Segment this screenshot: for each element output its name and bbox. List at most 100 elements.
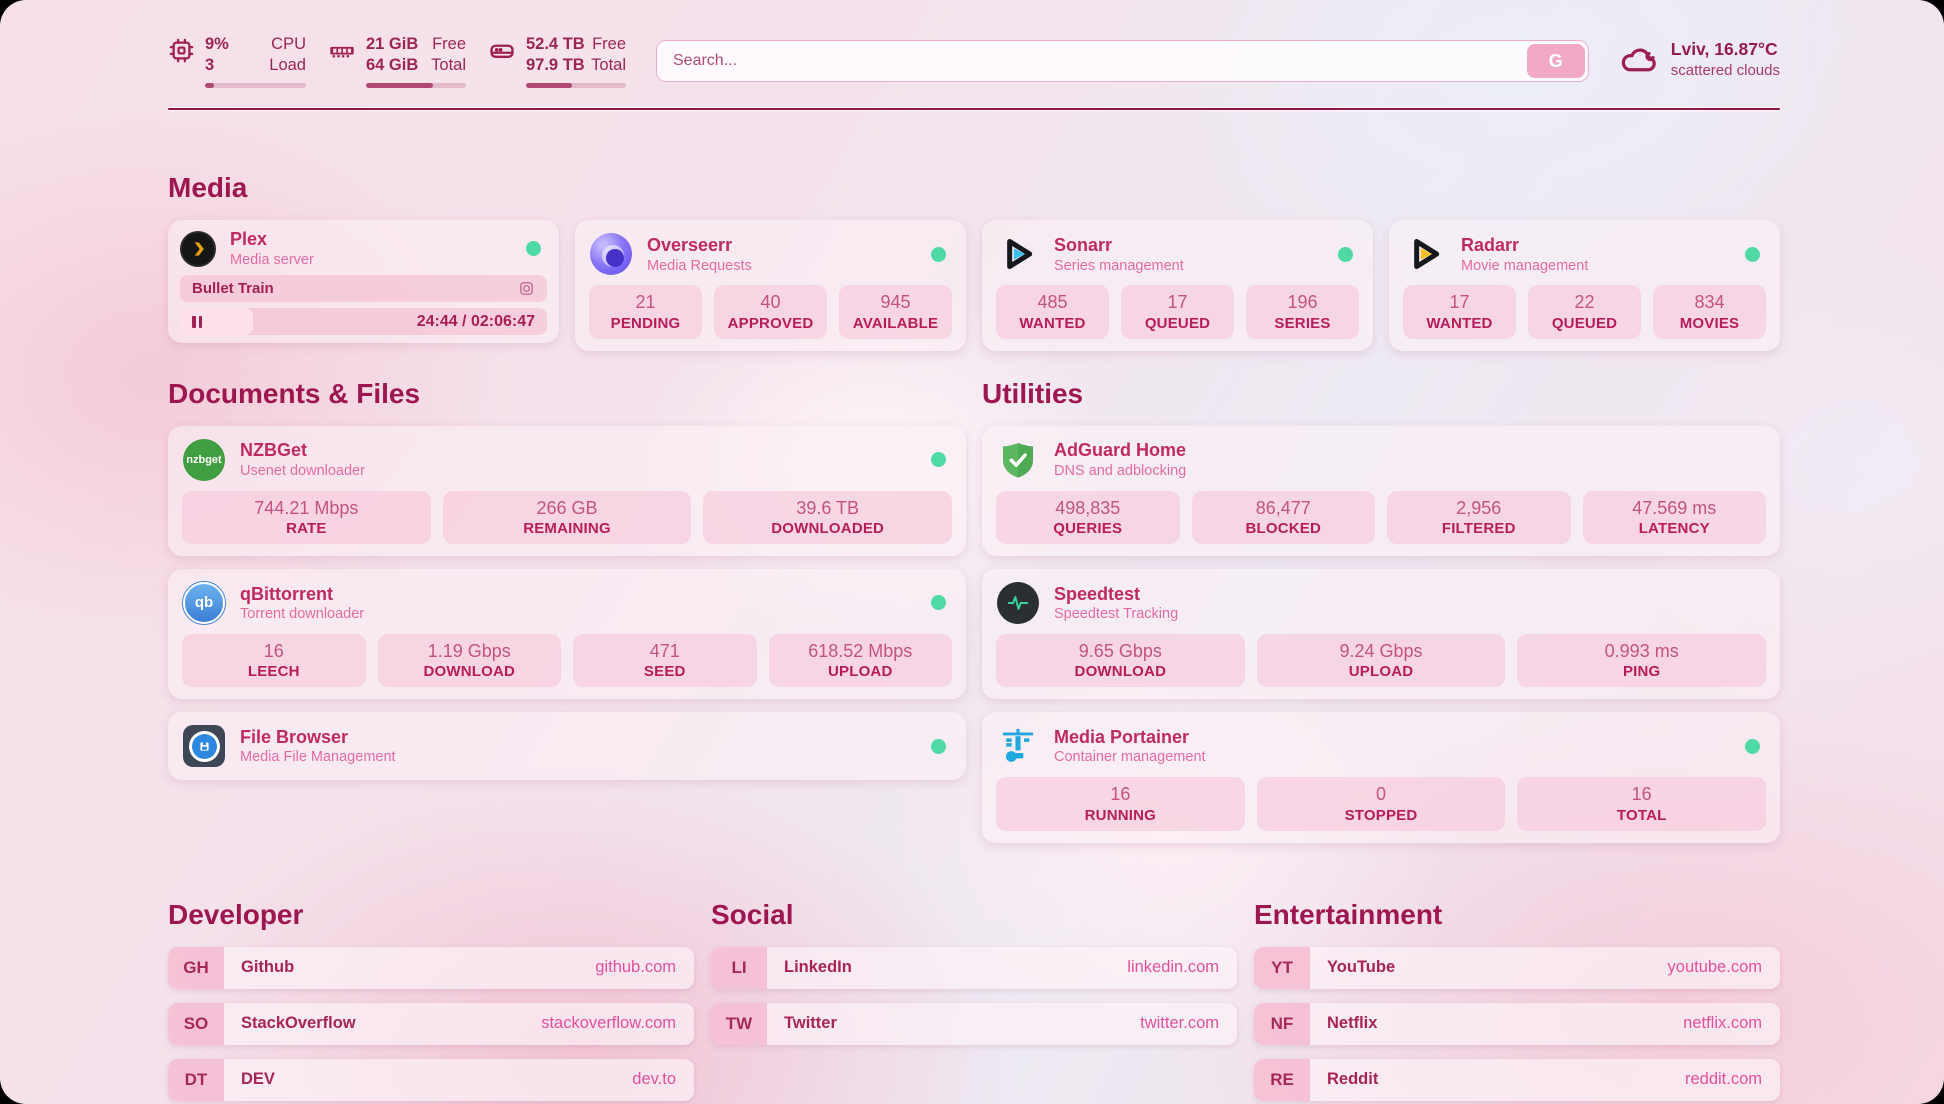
app-name: Plex (230, 229, 268, 250)
cpu-label-top: CPU (271, 35, 306, 53)
stat-tile: 17 QUEUED (1121, 285, 1234, 339)
link-stackoverflow[interactable]: SO StackOverflow stackoverflow.com (168, 1002, 694, 1045)
link-linkedin[interactable]: LI LinkedIn linkedin.com (711, 946, 1237, 989)
app-card-plex[interactable]: Plex Media server Bullet Train 24:44 / 0… (168, 220, 559, 343)
app-card-overseerr[interactable]: Overseerr Media Requests 21 PENDING 40 APP… (575, 220, 966, 351)
app-description: Torrent downloader (240, 606, 365, 623)
app-name: Media Portainer (1054, 726, 1190, 747)
stat-tile: 196 SERIES (1246, 285, 1359, 339)
link-twitter[interactable]: TW Twitter twitter.com (711, 1002, 1237, 1045)
app-card-qbittorrent[interactable]: qb qBittorrent Torrent downloader 16 LEEC… (168, 568, 966, 700)
link-youtube[interactable]: YT YouTube youtube.com (1254, 946, 1780, 989)
disk-label-top: Free (592, 35, 626, 53)
link-abbr-badge: YT (1254, 946, 1310, 989)
status-online-dot (931, 452, 946, 468)
app-name: Sonarr (1054, 235, 1113, 256)
header-divider (168, 107, 1780, 111)
disk-label-bottom: Total (591, 56, 626, 75)
media-type-icon (520, 282, 533, 295)
memory-stat: 21 GiB 64 GiB Free Total (328, 34, 466, 88)
now-playing-bar: Bullet Train (180, 275, 547, 302)
memory-label-top: Free (432, 35, 466, 53)
stat-tile: 17 WANTED (1403, 285, 1516, 339)
stat-tile: 47.569 ms LATENCY (1582, 490, 1766, 544)
playback-progress-bar: 24:44 / 02:06:47 (180, 308, 547, 335)
disk-total-value: 97.9 TB (526, 56, 585, 75)
stat-tile: 86,477 BLOCKED (1191, 490, 1375, 544)
app-name: AdGuard Home (1054, 440, 1187, 461)
app-name: File Browser (240, 726, 349, 747)
app-description: Media Requests (647, 257, 752, 274)
radarr-logo-icon (1403, 232, 1447, 276)
stat-tile: 16 RUNNING (996, 777, 1245, 831)
weather-condition: scattered clouds (1670, 61, 1780, 79)
link-abbr-badge: LI (711, 946, 767, 989)
memory-free-value: 21 GiB (366, 35, 419, 53)
app-card-adguard[interactable]: AdGuard Home DNS and adblocking 498,835 Q… (982, 425, 1780, 556)
section-heading-social: Social (711, 898, 794, 930)
link-abbr-badge: TW (711, 1002, 767, 1045)
app-description: Container management (1054, 749, 1206, 766)
app-card-radarr[interactable]: Radarr Movie management 17 WANTED 22 QUEUE… (1389, 220, 1780, 351)
app-name: Overseerr (647, 235, 733, 256)
stat-tile: 40 APPROVED (714, 285, 827, 339)
weather-location-temp: Lviv, 16.87°C (1670, 39, 1778, 59)
disk-progress-bar (526, 82, 626, 88)
stat-tile: 266 GB REMAINING (442, 490, 692, 544)
memory-total-value: 64 GiB (366, 56, 419, 75)
search-engine-button[interactable]: G (1526, 44, 1585, 78)
app-name: Radarr (1461, 235, 1520, 256)
app-name: qBittorrent (240, 583, 333, 604)
status-online-dot (931, 738, 946, 754)
status-online-dot (1745, 246, 1760, 262)
app-card-sonarr[interactable]: Sonarr Series management 485 WANTED 17 QUE… (982, 220, 1373, 351)
link-abbr-badge: DT (168, 1058, 224, 1101)
cpu-usage-value: 9% (205, 35, 229, 53)
stat-tile: 471 SEED (573, 633, 757, 688)
link-netflix[interactable]: NF Netflix netflix.com (1254, 1002, 1780, 1045)
weather-widget: Lviv, 16.87°C scattered clouds (1619, 38, 1780, 80)
section-heading-media: Media (168, 172, 248, 204)
stat-tile: 945 AVAILABLE (839, 285, 952, 339)
nzbget-logo-icon: nzbget (183, 438, 225, 481)
stat-tile: 834 MOVIES (1653, 285, 1766, 339)
adguard-logo-icon (996, 438, 1040, 482)
status-online-dot (931, 595, 946, 611)
link-abbr-badge: NF (1254, 1002, 1310, 1045)
stat-tile: 485 WANTED (996, 285, 1109, 339)
cpu-cores-value: 3 (205, 56, 215, 75)
app-card-nzbget[interactable]: nzbget NZBGet Usenet downloader 744.21 M… (168, 425, 966, 556)
disk-stat: 52.4 TB 97.9 TB Free Total (488, 34, 626, 88)
disk-free-value: 52.4 TB (526, 35, 585, 53)
search-input[interactable] (656, 40, 1589, 82)
stat-tile: 498,835 QUERIES (996, 490, 1180, 544)
link-abbr-badge: GH (168, 946, 224, 989)
qbittorrent-logo-icon: qb (183, 581, 225, 624)
top-header: 9% 3 CPU Load (168, 34, 1780, 88)
app-name: Speedtest (1054, 583, 1141, 604)
app-description: Series management (1054, 257, 1184, 274)
app-card-portainer[interactable]: Media Portainer Container management 16 R… (982, 712, 1780, 843)
link-dev[interactable]: DT DEV dev.to (168, 1058, 694, 1101)
cpu-stat: 9% 3 CPU Load (168, 34, 306, 88)
app-description: Speedtest Tracking (1054, 606, 1179, 623)
stat-tile: 618.52 Mbps UPLOAD (768, 633, 952, 688)
link-github[interactable]: GH Github github.com (168, 946, 694, 989)
app-card-filebrowser[interactable]: File Browser Media File Management (168, 712, 966, 781)
link-abbr-badge: SO (168, 1002, 224, 1045)
pause-icon[interactable] (192, 315, 202, 328)
ram-icon (330, 46, 354, 58)
stat-tile: 22 QUEUED (1528, 285, 1641, 339)
link-reddit[interactable]: RE Reddit reddit.com (1254, 1058, 1780, 1101)
now-playing-title: Bullet Train (192, 280, 274, 297)
search-bar: G (656, 40, 1589, 82)
stat-tile: 744.21 Mbps RATE (182, 490, 431, 544)
app-description: Movie management (1461, 257, 1589, 274)
status-online-dot (526, 241, 541, 257)
cpu-icon (169, 38, 194, 63)
stat-tile: 16 TOTAL (1517, 777, 1767, 831)
app-card-speedtest[interactable]: Speedtest Speedtest Tracking 9.65 Gbps DO… (982, 568, 1780, 700)
app-description: Media File Management (240, 749, 396, 766)
playback-time: 24:44 / 02:06:47 (416, 312, 535, 330)
stat-tile: 16 LEECH (182, 633, 366, 688)
